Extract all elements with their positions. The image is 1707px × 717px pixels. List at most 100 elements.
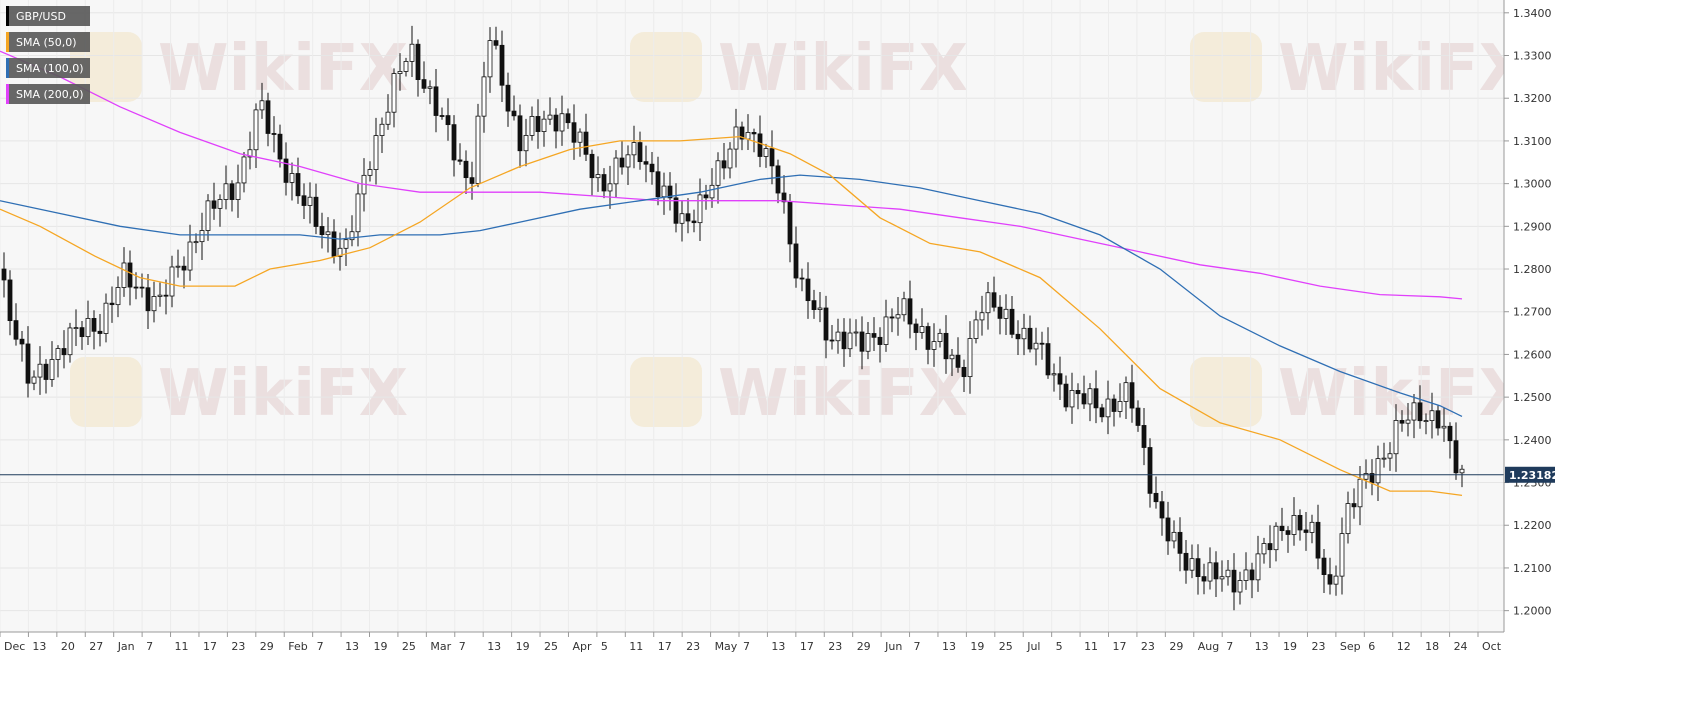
candle-body xyxy=(1009,308,1015,335)
candle-body xyxy=(775,165,781,194)
candle-body xyxy=(595,174,601,179)
candle-body xyxy=(1027,327,1033,350)
candle-body xyxy=(1249,569,1255,581)
x-tick-label: 20 xyxy=(61,640,75,653)
y-tick-label: 1.3000 xyxy=(1513,178,1552,191)
candle-body xyxy=(517,115,523,152)
candle-body xyxy=(427,86,433,89)
candle-body xyxy=(1195,558,1201,577)
candle-body xyxy=(163,294,169,297)
current-price-badge-text: 1.23182 xyxy=(1509,469,1559,482)
watermark-logo xyxy=(70,357,142,427)
candle-body xyxy=(103,302,109,334)
candle-body xyxy=(757,133,763,157)
legend-item-bg[interactable] xyxy=(6,58,90,78)
x-tick-label: 7 xyxy=(743,640,750,653)
candle-body xyxy=(7,279,13,322)
candle-body xyxy=(589,153,595,179)
candle-body xyxy=(1243,569,1249,581)
x-tick-label: 13 xyxy=(32,640,46,653)
candle-body xyxy=(625,154,631,168)
candle-body xyxy=(73,327,79,330)
candle-body xyxy=(1429,410,1435,421)
candle-body xyxy=(835,331,841,342)
candle-body xyxy=(559,113,565,132)
candle-body xyxy=(229,183,235,200)
candle-body xyxy=(925,326,931,350)
x-tick-label: Jul xyxy=(1026,640,1040,653)
candle-body xyxy=(445,115,451,126)
candle-body xyxy=(1111,398,1117,412)
candle-body xyxy=(721,160,727,169)
sma-100-line xyxy=(0,174,1463,417)
candle-body xyxy=(469,177,475,184)
candle-body xyxy=(139,286,145,289)
x-tick-label: 25 xyxy=(999,640,1013,653)
candle-body xyxy=(535,116,541,132)
candle-body xyxy=(919,326,925,333)
candle-body xyxy=(937,332,943,343)
candle-body xyxy=(1213,562,1219,580)
x-tick-label: Feb xyxy=(288,640,307,653)
x-tick-label: 7 xyxy=(459,640,466,653)
candle-body xyxy=(643,161,649,165)
candle-body xyxy=(613,157,619,185)
candle-body xyxy=(601,174,607,192)
candle-body xyxy=(1447,425,1453,442)
candle-body xyxy=(697,194,703,224)
candle-body xyxy=(283,158,289,183)
candle-body xyxy=(43,363,49,380)
candle-body xyxy=(1165,517,1171,542)
candle-body xyxy=(247,149,253,158)
x-tick-label: May xyxy=(715,640,738,653)
legend-item-bg[interactable] xyxy=(6,6,90,26)
candle-body xyxy=(1237,580,1243,593)
x-tick-label: 19 xyxy=(970,640,984,653)
legend-item-label: GBP/USD xyxy=(16,10,66,23)
candle-body xyxy=(1345,503,1351,535)
x-tick-label: 13 xyxy=(942,640,956,653)
candle-body xyxy=(1075,390,1081,395)
candle-body xyxy=(805,278,811,302)
candle-body xyxy=(1177,531,1183,554)
candle-body xyxy=(943,332,949,360)
candle-body xyxy=(913,323,919,333)
candle-body xyxy=(481,76,487,117)
x-tick-label: 7 xyxy=(1226,640,1233,653)
candle-body xyxy=(751,132,757,135)
candle-body xyxy=(1201,576,1207,582)
candle-body xyxy=(1261,543,1267,555)
candle-body xyxy=(355,193,361,233)
candle-body xyxy=(907,298,913,325)
legend-item-bg[interactable] xyxy=(6,84,90,104)
candle-body xyxy=(1021,327,1027,340)
candle-body xyxy=(397,71,403,74)
y-tick-label: 1.3400 xyxy=(1513,7,1552,20)
candle-body xyxy=(67,327,73,356)
watermark-text: WikiFX xyxy=(158,32,408,106)
candle-body xyxy=(331,231,337,257)
legend-item-bg[interactable] xyxy=(6,32,90,52)
candle-body xyxy=(505,84,511,112)
candle-body xyxy=(379,123,385,136)
candle-body xyxy=(1279,525,1285,532)
candle-body xyxy=(223,183,229,200)
candle-body xyxy=(97,330,103,334)
candle-body xyxy=(211,200,217,209)
candle-body xyxy=(1231,569,1237,593)
x-tick-label: 13 xyxy=(345,640,359,653)
candle-body xyxy=(487,40,493,78)
y-tick-label: 1.2000 xyxy=(1513,605,1552,618)
candle-body xyxy=(19,338,25,345)
x-tick-label: 27 xyxy=(89,640,103,653)
candle-body xyxy=(115,287,121,306)
candle-body xyxy=(1327,574,1333,585)
x-tick-label: 13 xyxy=(1255,640,1269,653)
x-tick-label: 11 xyxy=(629,640,643,653)
x-tick-label: 29 xyxy=(857,640,871,653)
candle-body xyxy=(889,316,895,319)
candle-body xyxy=(1417,402,1423,422)
candle-body xyxy=(523,135,529,152)
candle-body xyxy=(991,292,997,308)
